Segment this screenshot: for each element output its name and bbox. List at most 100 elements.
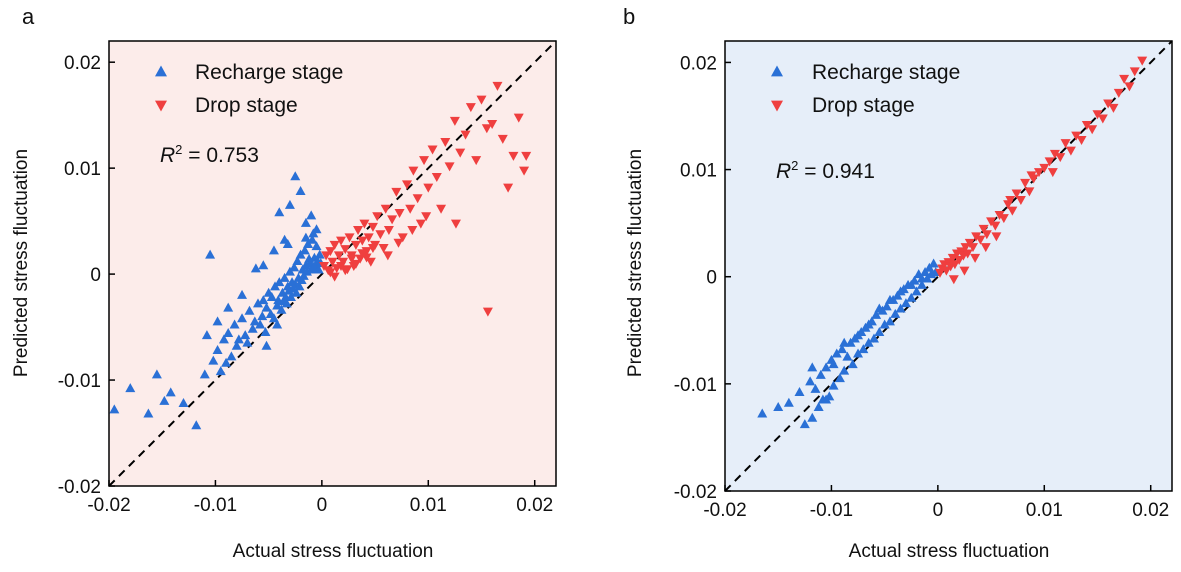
recharge-stage-point (268, 245, 279, 255)
recharge-stage-point (895, 286, 906, 296)
recharge-stage-point (291, 287, 302, 297)
recharge-stage-point (895, 303, 906, 313)
recharge-stage-point (821, 362, 832, 372)
recharge-stage-point (237, 289, 248, 299)
recharge-stage-point (274, 207, 285, 217)
panel-a-legend-marker-drop (155, 100, 167, 112)
drop-stage-point (460, 130, 471, 140)
drop-stage-point (393, 238, 404, 248)
recharge-stage-point (871, 309, 882, 319)
drop-stage-point (329, 272, 340, 282)
drop-stage-point (954, 255, 965, 265)
recharge-stage-point (266, 292, 277, 302)
recharge-stage-point (249, 316, 260, 326)
recharge-stage-point (159, 395, 170, 405)
recharge-stage-point (313, 264, 324, 274)
drop-stage-point (949, 260, 960, 270)
drop-stage-point (476, 95, 487, 105)
drop-stage-point (346, 254, 357, 264)
panel-a-legend-label-drop: Drop stage (195, 94, 298, 117)
panel-a-r2-value: = 0.753 (182, 144, 258, 167)
recharge-stage-point (807, 412, 818, 422)
drop-stage-point (1129, 67, 1140, 77)
drop-stage-point (1081, 120, 1092, 130)
drop-stage-point (1047, 168, 1058, 178)
x-tick-label: 0.01 (410, 495, 447, 516)
drop-stage-point (513, 113, 524, 123)
recharge-stage-point (839, 365, 850, 375)
drop-stage-point (408, 166, 419, 176)
drop-stage-point (975, 235, 986, 245)
drop-stage-point (450, 219, 461, 229)
panel-a-r2-annotation: R2 = 0.753 (160, 142, 259, 167)
drop-stage-point (1065, 146, 1076, 156)
recharge-stage-point (906, 292, 917, 302)
drop-stage-point (991, 232, 1002, 242)
recharge-stage-point (244, 305, 255, 315)
x-tick-label: -0.02 (87, 495, 130, 516)
panel-a-marks (109, 81, 532, 430)
y-tick-label: 0.02 (680, 53, 717, 74)
drop-stage-point (359, 219, 370, 229)
drop-stage-point (980, 243, 991, 253)
recharge-stage-point (890, 308, 901, 318)
y-tick-label: 0 (706, 268, 717, 289)
drop-stage-point (440, 138, 451, 148)
recharge-stage-point (221, 357, 232, 367)
recharge-stage-point (311, 241, 322, 251)
drop-stage-point (1026, 171, 1037, 181)
recharge-stage-point (258, 260, 269, 270)
drop-stage-point (1049, 149, 1060, 159)
recharge-stage-point (191, 420, 202, 430)
panel-b-letter: b (623, 4, 635, 29)
recharge-stage-point (250, 263, 261, 273)
y-tick-label: 0.01 (64, 159, 101, 180)
drop-stage-point (962, 249, 973, 259)
recharge-stage-point (847, 359, 858, 369)
recharge-stage-point (212, 344, 223, 354)
recharge-stage-point (900, 298, 911, 308)
drop-stage-point (407, 225, 418, 235)
recharge-stage-point (810, 383, 821, 393)
recharge-stage-point (799, 419, 810, 429)
x-tick-label: -0.01 (810, 500, 853, 521)
recharge-stage-point (125, 383, 136, 393)
recharge-stage-point (201, 330, 212, 340)
recharge-stage-point (858, 344, 869, 354)
panel-a-r2-symbol: R (160, 144, 175, 167)
drop-stage-point (981, 230, 992, 240)
drop-stage-point (340, 245, 351, 255)
panel-a: a -0.02 -0.01 0 0.01 0.02 -0.02 -0.01 0 0.01 0.02… (11, 4, 557, 562)
drop-stage-point (521, 151, 532, 161)
drop-stage-point (367, 222, 378, 232)
recharge-stage-point (807, 362, 818, 372)
y-tick-label: -0.01 (58, 371, 101, 392)
recharge-stage-point (226, 351, 237, 361)
recharge-stage-point (783, 397, 794, 407)
drop-stage-point (431, 173, 442, 183)
drop-stage-point (482, 307, 493, 317)
recharge-stage-point (805, 376, 816, 386)
panel-a-y-axis-title: Predicted stress fluctuation (11, 149, 32, 377)
recharge-stage-point (208, 355, 219, 365)
drop-stage-point (361, 253, 372, 263)
drop-stage-point (508, 151, 519, 161)
drop-stage-point (455, 148, 466, 158)
panel-a-legend: Recharge stage Drop stage (155, 61, 343, 117)
recharge-stage-point (290, 171, 301, 181)
drop-stage-point (372, 212, 383, 222)
panel-b-frame (724, 40, 1173, 492)
drop-stage-point (436, 204, 447, 214)
drop-stage-point (497, 134, 508, 144)
recharge-stage-point (874, 303, 885, 313)
panel-b-marks (757, 56, 1148, 429)
drop-stage-point (948, 275, 959, 285)
recharge-stage-point (839, 337, 850, 347)
drop-stage-point (405, 204, 416, 214)
drop-stage-point (967, 243, 978, 253)
panel-a-r2-superscript: 2 (175, 142, 182, 157)
drop-stage-point (391, 187, 402, 197)
recharge-stage-point (229, 319, 240, 329)
drop-stage-point (1024, 187, 1035, 197)
drop-stage-point (1092, 110, 1103, 120)
